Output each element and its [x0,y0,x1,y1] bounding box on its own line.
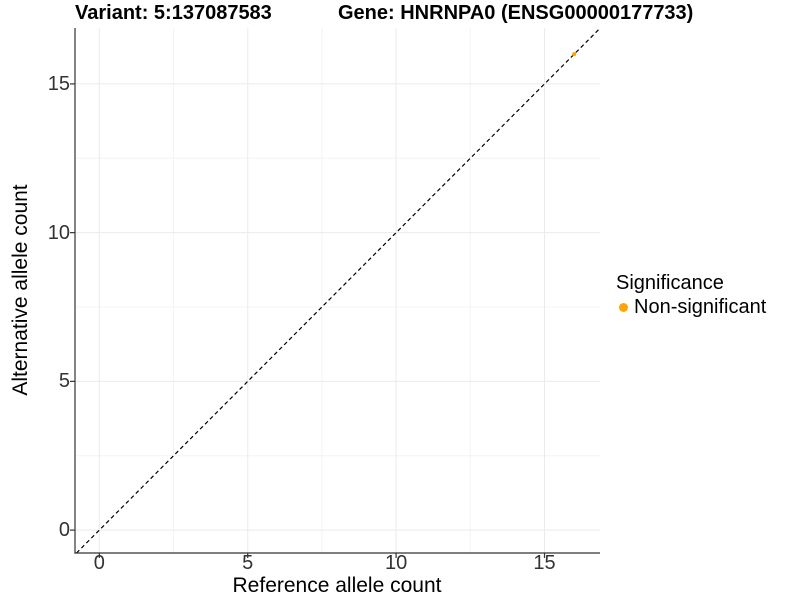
axis-tick-marks [70,83,546,558]
y-tick-label: 15 [47,72,70,95]
plot-title-gene: Gene: HNRNPA0 (ENSG00000177733) [338,2,694,24]
gridlines-minor [75,28,600,553]
x-tick-label: 0 [93,552,105,574]
x-tick-label: 15 [533,552,556,574]
data-point [572,52,577,57]
legend-title: Significance [616,272,724,294]
x-axis-title: Reference allele count [232,574,442,597]
legend-item: Non-significant [616,295,766,319]
identity-line [76,27,601,554]
legend-item-label: Non-significant [634,296,767,318]
y-axis-title: Alternative allele count [9,184,32,396]
y-tick-label: 5 [58,370,70,393]
legend: Significance Non-significant [616,271,766,319]
legend-items: Non-significant [616,295,766,319]
x-tick-label: 10 [384,552,408,574]
y-tick-label: 10 [47,221,70,244]
x-tick-label: 5 [242,552,254,574]
y-tick-label: 0 [58,519,70,542]
legend-point-icon [619,302,628,312]
axis-lines [74,28,600,554]
gridlines-major [75,28,600,553]
data-points [572,52,577,57]
plot-title-variant: Variant: 5:137087583 [75,2,272,24]
identity-dashed-line [76,27,601,554]
